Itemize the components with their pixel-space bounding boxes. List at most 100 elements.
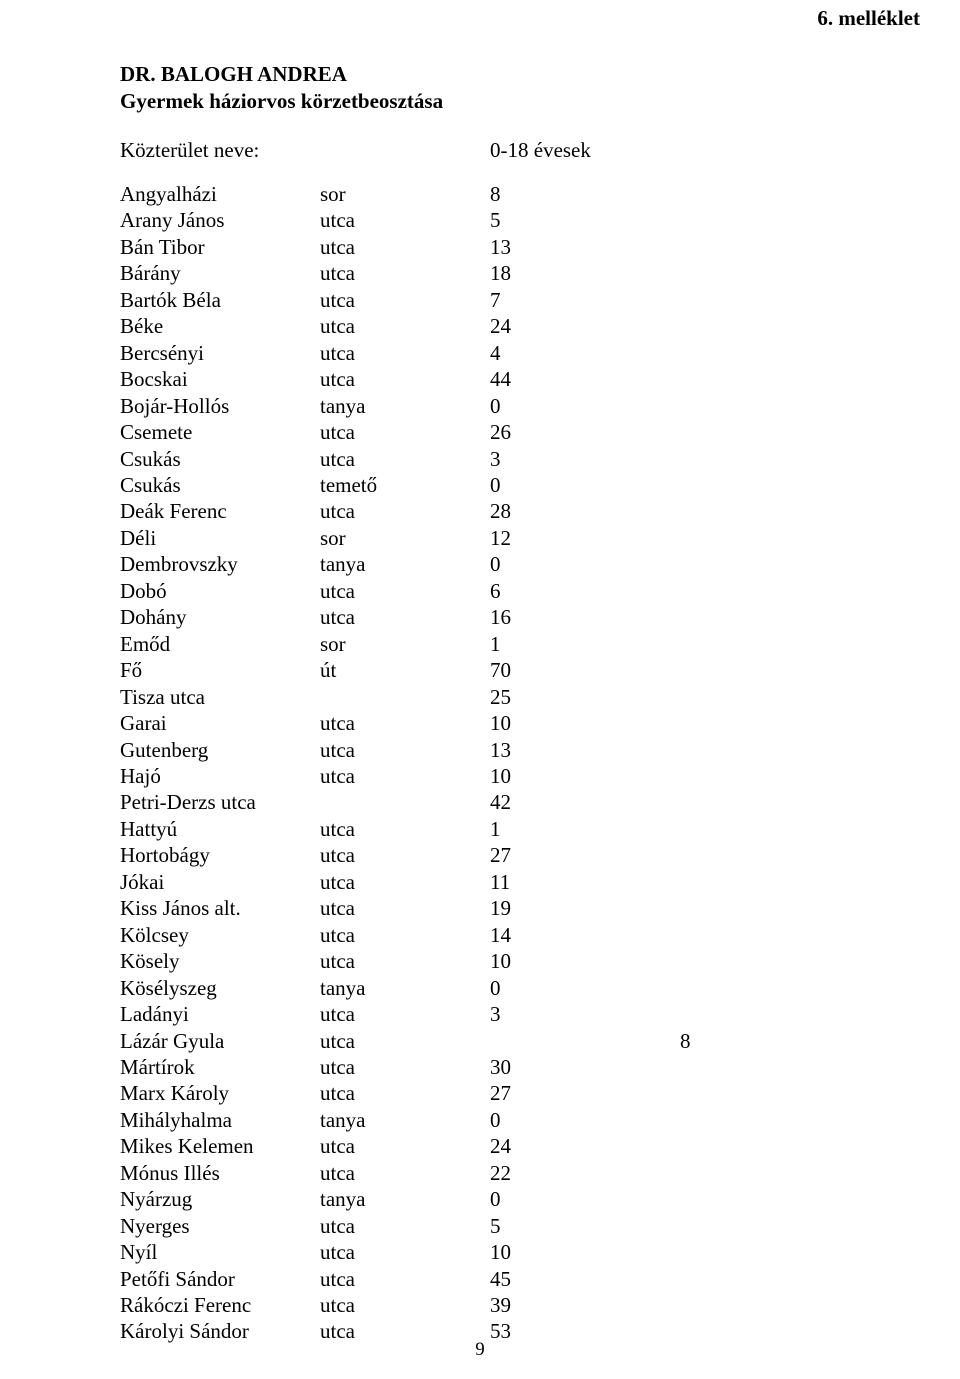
street-type: tanya [320,551,490,577]
street-type: sor [320,525,490,551]
street-name: Mihályhalma [120,1107,320,1133]
table-row: Dembrovszkytanya0 [120,551,850,577]
street-type: utca [320,895,490,921]
street-name: Fő [120,657,320,683]
street-type: utca [320,1292,490,1318]
table-row: Bercsényiutca4 [120,340,850,366]
count-value: 1 [490,631,850,657]
street-type: utca [320,1239,490,1265]
count-value: 42 [490,789,850,815]
count-value: 45 [490,1266,850,1292]
table-row: Mihályhalmatanya0 [120,1107,850,1133]
street-name: Bercsényi [120,340,320,366]
street-type: utca [320,1080,490,1106]
street-type: utca [320,710,490,736]
street-type: tanya [320,1186,490,1212]
count-value: 10 [490,710,850,736]
count-value: 0 [490,975,850,1001]
street-name: Bojár-Hollós [120,393,320,419]
street-name: Petőfi Sándor [120,1266,320,1292]
count-value: 26 [490,419,850,445]
street-type: utca [320,737,490,763]
table-row: Rákóczi Ferencutca39 [120,1292,850,1318]
count-value: 13 [490,737,850,763]
street-type: utca [320,1001,490,1027]
count-value: 0 [490,1107,850,1133]
street-type: utca [320,287,490,313]
street-type: sor [320,631,490,657]
street-type: út [320,657,490,683]
count-value: 24 [490,1133,850,1159]
street-type: utca [320,948,490,974]
street-name: Bán Tibor [120,234,320,260]
table-row: Lázár Gyulautca8 [120,1028,850,1054]
street-type: utca [320,604,490,630]
street-type: utca [320,498,490,524]
table-row: Tisza utca25 [120,684,850,710]
street-name: Bárány [120,260,320,286]
table-row: Nyílutca10 [120,1239,850,1265]
street-type: utca [320,578,490,604]
street-name: Kösely [120,948,320,974]
count-value: 11 [490,869,850,895]
street-type: utca [320,340,490,366]
table-row: Csukástemető0 [120,472,850,498]
street-name: Angyalházi [120,181,320,207]
street-name: Károlyi Sándor [120,1318,320,1344]
count-value: 3 [490,1001,850,1027]
table-row: Köselyutca10 [120,948,850,974]
street-type: utca [320,1318,490,1344]
table-row: Deák Ferencutca28 [120,498,850,524]
street-type: utca [320,419,490,445]
street-type: utca [320,922,490,948]
count-value: 3 [490,446,850,472]
street-name: Mikes Kelemen [120,1133,320,1159]
table-row: Bárányutca18 [120,260,850,286]
street-type: utca [320,1133,490,1159]
attachment-label: 6. melléklet [817,6,920,31]
street-name: Kösélyszeg [120,975,320,1001]
table-row: Marx Károlyutca27 [120,1080,850,1106]
table-row: Dohányutca16 [120,604,850,630]
table-row: Arany Jánosutca5 [120,207,850,233]
street-name: Deák Ferenc [120,498,320,524]
count-value: 30 [490,1054,850,1080]
header-left: Közterület neve: [120,138,320,163]
document-page: 6. melléklet DR. BALOGH ANDREA Gyermek h… [0,0,960,1379]
header-right: 0-18 évesek [490,138,850,163]
street-type: utca [320,313,490,339]
street-type: utca [320,260,490,286]
count-value: 44 [490,366,850,392]
street-name: Mártírok [120,1054,320,1080]
table-row: Mikes Kelemenutca24 [120,1133,850,1159]
count-value: 27 [490,1080,850,1106]
street-name: Rákóczi Ferenc [120,1292,320,1318]
street-type [320,684,490,710]
street-name: Mónus Illés [120,1160,320,1186]
count-value: 10 [490,948,850,974]
table-row: Károlyi Sándorutca53 [120,1318,850,1344]
table-row: Kölcseyutca14 [120,922,850,948]
street-name: Kiss János alt. [120,895,320,921]
table-row: Csukásutca3 [120,446,850,472]
count-value: 8 [680,1028,850,1054]
street-type: utca [320,446,490,472]
street-type: utca [320,234,490,260]
count-value: 12 [490,525,850,551]
street-type: sor [320,181,490,207]
table-row: Mónus Illésutca22 [120,1160,850,1186]
count-value: 25 [490,684,850,710]
street-name: Lázár Gyula [120,1028,320,1054]
street-type: tanya [320,393,490,419]
table-row: Petri-Derzs utca 42 [120,789,850,815]
street-name: Arany János [120,207,320,233]
count-value: 24 [490,313,850,339]
table-row: Bojár-Hollóstanya0 [120,393,850,419]
street-name: Déli [120,525,320,551]
street-name: Gutenberg [120,737,320,763]
street-name: Petri-Derzs utca [120,789,320,815]
table-row: Csemeteutca26 [120,419,850,445]
street-name: Nyíl [120,1239,320,1265]
street-type: utca [320,1266,490,1292]
doctor-name: DR. BALOGH ANDREA [120,62,850,87]
